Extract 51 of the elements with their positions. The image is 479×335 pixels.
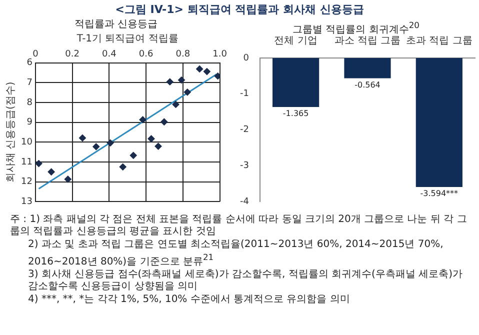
x-tick-label: 초과 적립 그룹 xyxy=(406,36,472,47)
chart-title: 적립률과 신용등급 xyxy=(73,18,159,32)
point xyxy=(148,135,155,142)
point xyxy=(130,152,137,159)
y-tick-label: 13 xyxy=(21,196,32,207)
y-tick-label: 7 xyxy=(26,78,32,88)
chart-title: 그룹별 적립률의 회귀계수$^{20}$ xyxy=(292,19,420,36)
y-tick-label: 6 xyxy=(26,58,33,68)
point xyxy=(64,176,72,183)
point xyxy=(106,139,114,146)
point xyxy=(78,134,86,142)
point xyxy=(184,88,191,96)
x-tick-label: 1.0 xyxy=(212,50,228,60)
x-tick-label: 0.6 xyxy=(138,50,154,60)
point xyxy=(166,78,174,86)
y-axis-title: 회사채 신용등급(점수) xyxy=(6,82,17,183)
data-label: -3.594*** xyxy=(420,189,458,198)
x-tick-label: 0.8 xyxy=(176,50,190,60)
y-tick-label: 9 xyxy=(26,118,33,128)
point xyxy=(139,116,146,124)
y-tick-label: -2 xyxy=(240,125,249,136)
point xyxy=(154,142,162,150)
point xyxy=(172,100,180,108)
point xyxy=(214,72,220,80)
point xyxy=(92,143,100,150)
point xyxy=(196,65,204,72)
point xyxy=(119,163,126,170)
point xyxy=(160,118,168,126)
text: 2) 과소 및 초과 적립 그룹은 연도별 최소적립율(2011~2013년 60%, 2014~2015년 70%, 2016~2018년 80%)을 기준으로 분류$^{21}$ xyxy=(27,239,444,268)
y-tick-label: -1 xyxy=(240,89,249,100)
y-tick-label: 12 xyxy=(21,177,32,188)
x-tick-label: 0.4 xyxy=(102,50,117,60)
y-tick-label: -4 xyxy=(240,196,250,207)
text: 4) ***, **, *는 각각 1%, 5%, 10% 수준에서 통계적으로 유의함을 의미 xyxy=(27,294,351,306)
point xyxy=(203,68,210,76)
x-axis-title: T-1기 퇴직급여 적립률 xyxy=(76,34,178,45)
text: <그림 IV-1> 퇴직급여 적립률과 회사채 신용등급 xyxy=(114,2,365,18)
point xyxy=(48,168,55,176)
y-tick-label: 11 xyxy=(21,157,32,168)
y-tick-label: -3 xyxy=(240,161,249,172)
x-tick-label: 전체 기업 xyxy=(274,36,318,47)
text: 3) 회사채 신용등급 점수(좌측패널 세로축)가 감소할수록, 적립률의 회귀계수(우측패널 세로축)가 감소할수록 신용등급이 상향됨을 의미 xyxy=(27,269,464,294)
data-label: -1.365 xyxy=(282,109,309,118)
point xyxy=(178,76,185,84)
data-label: -0.564 xyxy=(354,80,380,90)
point xyxy=(35,160,42,168)
x-tick-label: 과소 적립 그룹 xyxy=(334,36,401,47)
y-tick-label: 8 xyxy=(26,98,33,108)
y-tick-label: 10 xyxy=(21,137,33,148)
x-tick-label: 0.2 xyxy=(65,50,80,60)
text: 주 : 1) 좌측 패널의 각 점은 전체 표본을 적립률 순서에 따라 동일 크기의 20개 그룹으로 나눈 뒤 각 그룹의 적립률과 신용등급의 평균을 표시한 것임 xyxy=(10,214,468,238)
